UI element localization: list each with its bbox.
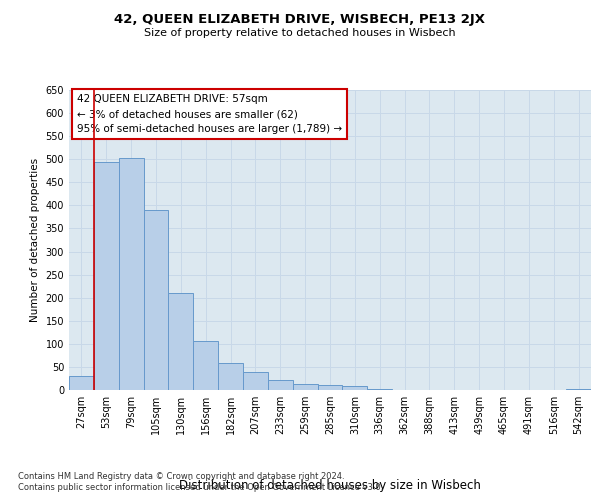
Bar: [243, 372, 268, 390]
Y-axis label: Number of detached properties: Number of detached properties: [30, 158, 40, 322]
Bar: [566, 388, 591, 390]
Text: Size of property relative to detached houses in Wisbech: Size of property relative to detached ho…: [144, 28, 456, 38]
Bar: [293, 384, 317, 390]
Bar: [69, 376, 94, 390]
Bar: [119, 158, 143, 390]
Text: Contains public sector information licensed under the Open Government Licence v3: Contains public sector information licen…: [18, 484, 383, 492]
Bar: [367, 389, 392, 390]
X-axis label: Distribution of detached houses by size in Wisbech: Distribution of detached houses by size …: [179, 478, 481, 492]
Bar: [268, 380, 293, 390]
Bar: [317, 385, 343, 390]
Text: 42 QUEEN ELIZABETH DRIVE: 57sqm
← 3% of detached houses are smaller (62)
95% of : 42 QUEEN ELIZABETH DRIVE: 57sqm ← 3% of …: [77, 94, 342, 134]
Bar: [94, 162, 119, 390]
Text: Contains HM Land Registry data © Crown copyright and database right 2024.: Contains HM Land Registry data © Crown c…: [18, 472, 344, 481]
Bar: [343, 386, 367, 390]
Text: 42, QUEEN ELIZABETH DRIVE, WISBECH, PE13 2JX: 42, QUEEN ELIZABETH DRIVE, WISBECH, PE13…: [115, 12, 485, 26]
Bar: [143, 210, 169, 390]
Bar: [218, 363, 243, 390]
Bar: [193, 340, 218, 390]
Bar: [169, 293, 193, 390]
